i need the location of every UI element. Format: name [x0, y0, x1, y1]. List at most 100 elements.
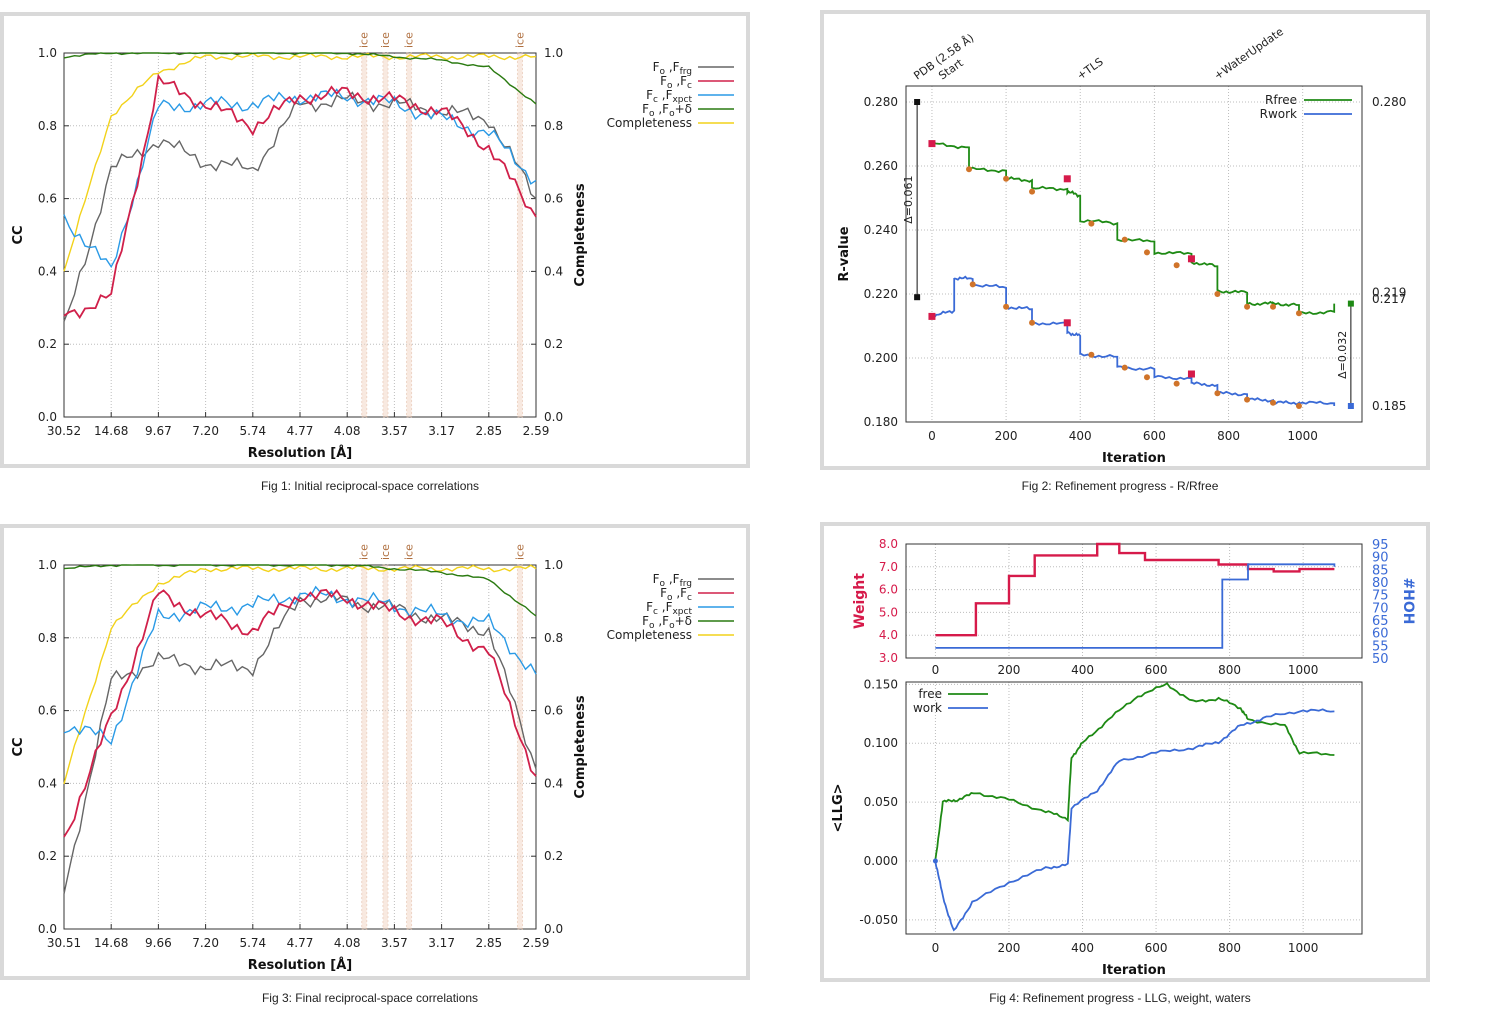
x-tick-label: 600	[1145, 941, 1168, 955]
hoh-tick-label: 70	[1372, 601, 1389, 616]
x-tick-label: 600	[1143, 429, 1166, 443]
x-tick-label: 5.74	[239, 936, 266, 950]
macro-cycle-marker	[1295, 310, 1302, 317]
x-axis-label: Iteration	[1102, 451, 1166, 466]
series-line	[63, 588, 537, 838]
y-tick-label: 0.260	[864, 159, 898, 173]
y2-tick-label: 0.2	[544, 337, 563, 351]
x-tick-label: 400	[1071, 941, 1094, 955]
hoh-tick-label: 55	[1372, 639, 1389, 654]
y2-tick-label: 0.6	[544, 192, 563, 206]
ice-ring-label: ice	[358, 32, 371, 48]
ice-ring-band	[406, 564, 413, 930]
macro-cycle-marker	[1244, 396, 1251, 403]
x-tick-label: 800	[1217, 429, 1240, 443]
series-line	[63, 73, 537, 320]
waters-line	[935, 563, 1336, 649]
y-tick-label: 0.6	[38, 704, 57, 718]
macro-cycle-marker	[1214, 390, 1221, 397]
weight-axis-label: Weight	[852, 573, 868, 629]
series-line	[63, 590, 537, 894]
delta-right-label: Δ=0.032	[1336, 331, 1349, 379]
macro-cycle-marker	[966, 166, 973, 173]
ice-ring-label: ice	[403, 32, 416, 48]
x-tick-label: 3.57	[381, 936, 408, 950]
macro-cycle-marker	[969, 281, 976, 288]
weight-line	[935, 542, 1335, 637]
hoh-axis-label: #HOH	[1400, 577, 1416, 624]
y-tick-label: 0.0	[38, 410, 57, 424]
weight-tick-label: 8.0	[879, 537, 898, 551]
macro-cycle-marker	[1214, 291, 1221, 297]
macro-cycle-marker	[1244, 303, 1251, 310]
y-tick-label: 1.0	[38, 558, 57, 572]
llg-free-line	[934, 682, 1335, 860]
legend-label: Fo ,Ffrg	[653, 60, 692, 77]
top-x-tick-label: 200	[998, 663, 1021, 677]
ice-ring-label: ice	[513, 544, 526, 560]
llg-tick-label: -0.050	[859, 913, 898, 927]
legend-label: free	[918, 687, 942, 701]
x-tick-label: 4.77	[287, 424, 314, 438]
stage-marker	[928, 140, 936, 148]
legend-label: Completeness	[607, 116, 692, 130]
legend-label: Fc ,Fxpct	[646, 600, 692, 617]
y-tick-label: 0.4	[38, 776, 57, 790]
plot-frame	[905, 85, 1363, 423]
stage-marker	[928, 312, 936, 320]
ice-ring-label: ice	[379, 32, 392, 48]
x-tick-label: 0	[928, 429, 936, 443]
hoh-tick-label: 75	[1372, 589, 1389, 604]
top-x-tick-label: 400	[1071, 663, 1094, 677]
ice-ring-label: ice	[379, 544, 392, 560]
x-axis-label: Resolution [Å]	[248, 957, 353, 973]
llg-tick-label: 0.000	[864, 854, 898, 868]
y2-tick-label: 0.8	[544, 119, 563, 133]
weight-tick-label: 4.0	[879, 628, 898, 642]
ice-ring-band	[516, 52, 523, 418]
y2-tick-label: 0.8	[544, 631, 563, 645]
hoh-tick-label: 85	[1372, 563, 1389, 578]
y-tick-label: 0.220	[864, 287, 898, 301]
legend-label: work	[913, 701, 942, 715]
macro-cycle-marker	[1029, 319, 1036, 326]
hoh-tick-label: 95	[1372, 538, 1389, 553]
top-x-tick-label: 600	[1145, 663, 1168, 677]
macro-cycle-marker	[1173, 380, 1180, 387]
y2-tick-label: 1.0	[544, 46, 563, 60]
legend-label: Fo ,Ffrg	[653, 572, 692, 589]
y2-tick-label: 0.219	[1372, 285, 1406, 299]
y2-axis-label: Completeness	[573, 695, 588, 798]
top-x-tick-label: 0	[932, 663, 940, 677]
hoh-tick-label: 90	[1372, 551, 1389, 566]
x-tick-label: 9.66	[145, 936, 172, 950]
ice-ring-label: ice	[513, 32, 526, 48]
macro-cycle-marker	[1270, 399, 1277, 406]
macro-cycle-marker	[1295, 403, 1302, 409]
x-tick-label: 5.74	[239, 424, 266, 438]
legend-label: Completeness	[607, 628, 692, 642]
x-tick-label: 4.08	[334, 936, 361, 950]
x-tick-label: 2.59	[523, 936, 550, 950]
hoh-tick-label: 65	[1372, 614, 1389, 629]
ice-ring-band	[361, 52, 368, 418]
fig4-caption: Fig 4: Refinement progress - LLG, weight…	[989, 991, 1251, 1005]
y-tick-label: 0.0	[38, 922, 57, 936]
x-tick-label: 400	[1069, 429, 1092, 443]
weight-tick-label: 6.0	[879, 583, 898, 597]
fig1-caption: Fig 1: Initial reciprocal-space correlat…	[260, 479, 480, 493]
ice-ring-band	[516, 564, 523, 930]
macro-cycle-marker	[1143, 374, 1150, 381]
y-tick-label: 0.2	[38, 849, 57, 863]
series-line	[63, 52, 537, 272]
macro-cycle-marker	[1121, 236, 1128, 243]
llg-work-line	[934, 708, 1335, 932]
y-tick-label: 0.4	[38, 264, 57, 278]
event-label: +TLS	[1075, 55, 1106, 82]
macro-cycle-marker	[1088, 220, 1095, 227]
x-tick-label: 200	[995, 429, 1018, 443]
fig2-chart: 0.180 0.200 0.220 0.240 0.260 0.280 0 200 400 600…	[837, 25, 1406, 466]
